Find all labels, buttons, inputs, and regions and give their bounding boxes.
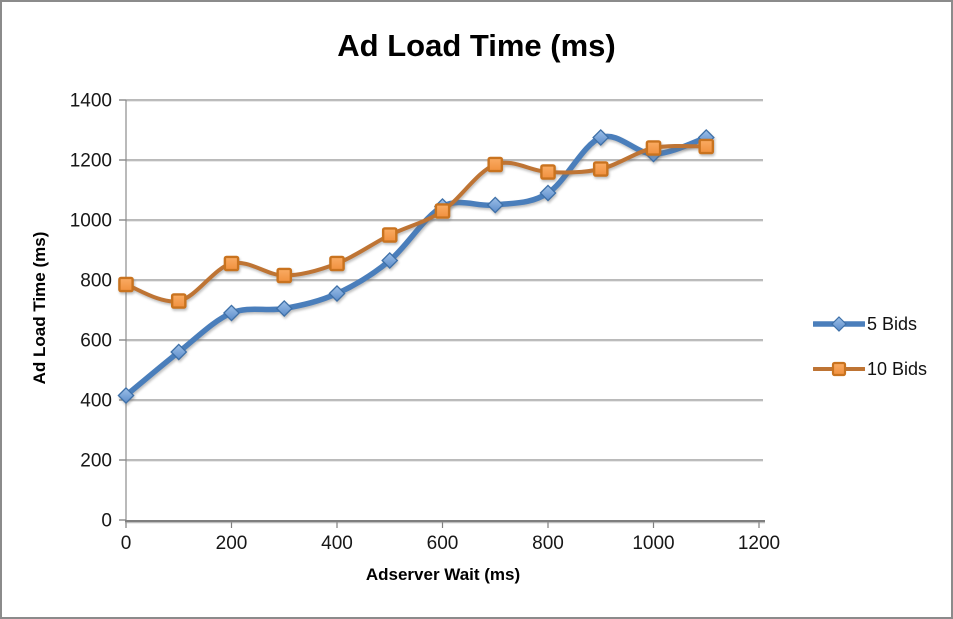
x-tick-label: 600	[427, 533, 459, 554]
data-marker-10-bids	[592, 161, 609, 177]
y-tick-label: 200	[80, 451, 112, 472]
data-marker-5-bids	[328, 284, 346, 303]
data-marker-5-bids	[381, 251, 399, 270]
legend-label-10-bids: 10 Bids	[867, 358, 928, 379]
data-marker-10-bids	[381, 227, 398, 243]
chart-title: Ad Load Time (ms)	[337, 28, 616, 63]
legend-line-square-icon	[813, 361, 865, 377]
legend-line-diamond-icon	[813, 316, 865, 332]
legend: 5 Bids 10 Bids	[813, 314, 927, 379]
data-marker-5-bids	[592, 128, 610, 147]
x-tick-label: 0	[121, 533, 132, 554]
y-tick-label: 0	[101, 511, 112, 532]
x-tick-label: 800	[532, 533, 564, 554]
data-marker-5-bids	[170, 343, 188, 361]
y-tick-label: 600	[80, 331, 112, 352]
x-axis-title: Adserver Wait (ms)	[365, 565, 521, 584]
series-line-5-bids	[123, 133, 710, 399]
y-tick-label: 1200	[70, 151, 112, 172]
x-tick-label: 1200	[738, 533, 780, 554]
data-marker-10-bids	[170, 293, 187, 309]
legend-sample-marker	[831, 316, 847, 332]
data-marker-5-bids	[486, 196, 504, 214]
series-line-10-bids	[124, 143, 709, 304]
data-marker-10-bids	[540, 164, 556, 180]
x-tick-label: 1000	[632, 533, 674, 554]
y-tick-label: 800	[80, 271, 112, 292]
legend-sample-marker	[831, 361, 847, 377]
data-marker-10-bids	[329, 255, 345, 272]
data-marker-10-bids	[118, 276, 134, 293]
legend-label-5-bids: 5 Bids	[867, 313, 918, 334]
data-marker-10-bids	[698, 138, 715, 155]
data-marker-10-bids	[487, 156, 504, 173]
data-marker-10-bids	[276, 267, 293, 284]
data-marker-5-bids	[222, 304, 241, 322]
series-5-bids	[117, 128, 715, 405]
data-marker-10-bids	[645, 140, 662, 156]
data-marker-5-bids	[117, 386, 135, 405]
y-tick-label: 400	[80, 391, 112, 412]
y-tick-label: 1400	[70, 91, 112, 112]
legend-item-5-bids: 5 Bids	[813, 314, 927, 334]
data-marker-5-bids	[539, 184, 557, 202]
data-marker-10-bids	[223, 255, 240, 272]
data-marker-10-bids	[434, 203, 451, 219]
y-tick-label: 1000	[70, 211, 112, 232]
data-marker-5-bids	[275, 299, 293, 318]
series-10-bids	[118, 138, 715, 309]
x-tick-label: 400	[321, 533, 353, 554]
x-tick-label: 200	[216, 533, 248, 554]
legend-item-10-bids: 10 Bids	[813, 359, 927, 379]
